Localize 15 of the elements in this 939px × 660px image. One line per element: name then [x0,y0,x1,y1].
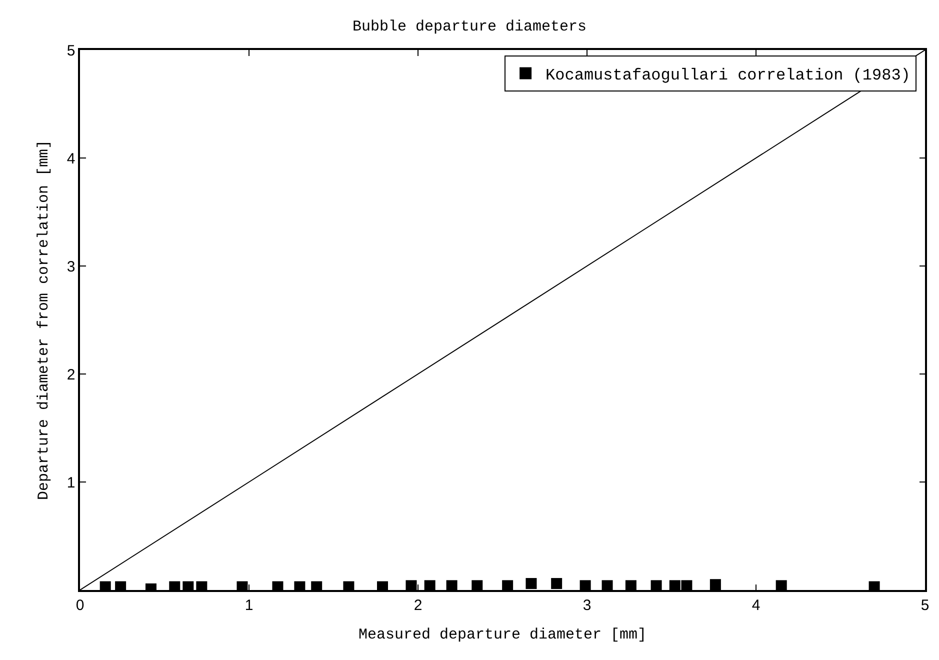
x-tick-label: 5 [920,596,930,614]
x-tick-label: 3 [582,596,592,614]
legend-label: Kocamustafaogullari correlation (1983) [546,66,910,85]
x-tick-label: 2 [414,596,422,614]
y-tick-label: 4 [66,150,76,168]
y-tick-label: 3 [66,258,76,276]
chart-title: Bubble departure diameters [352,18,587,36]
y-tick-label: 2 [66,366,76,384]
x-tick-label: 0 [76,596,84,614]
y-tick-label: 1 [66,474,76,492]
x-axis-title: Measured departure diameter [mm] [358,626,647,644]
x-tick-label: 1 [244,596,254,614]
x-tick-label: 4 [752,596,760,614]
y-axis-title: Departure diameter from correlation [mm] [36,140,53,500]
y-tick-label: 5 [66,42,76,60]
